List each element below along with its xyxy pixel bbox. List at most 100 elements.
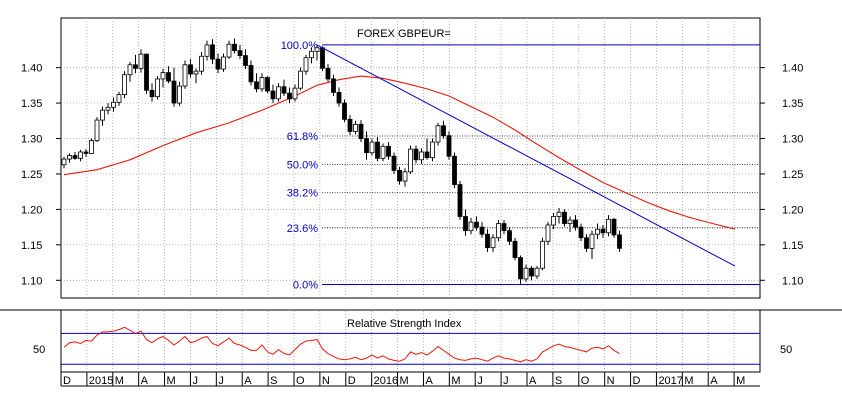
- candle-body: [534, 267, 540, 277]
- candle-body: [496, 223, 501, 239]
- rsi-panel: 50 50: [33, 326, 792, 365]
- candle-body: [116, 94, 122, 103]
- y-tick-label-right: 1.20: [782, 204, 803, 216]
- candle-body: [94, 119, 100, 142]
- y-tick-label-left: 1.30: [21, 134, 42, 146]
- x-tick-label: D: [348, 375, 356, 387]
- candle-body: [441, 125, 446, 137]
- candle-body: [61, 158, 67, 166]
- candle-body: [584, 237, 589, 249]
- candle-body: [259, 77, 265, 90]
- candle-body: [380, 145, 386, 159]
- candle-body: [573, 219, 578, 228]
- candle-body: [507, 230, 512, 242]
- candle-body: [149, 89, 155, 98]
- candle-body: [72, 155, 78, 159]
- candle-body: [606, 218, 611, 234]
- candle-body: [254, 81, 259, 90]
- moving-average-line: [63, 75, 736, 230]
- y-tick-label-right: 1.25: [782, 169, 803, 181]
- rsi-tick-label-right: 50: [780, 344, 792, 356]
- candle-body: [215, 58, 221, 70]
- candle-body: [529, 267, 534, 277]
- x-tick-label: J: [218, 375, 224, 387]
- candle-body: [309, 50, 314, 59]
- x-tick-label: S: [270, 375, 277, 387]
- candle-body: [248, 65, 254, 83]
- candle-body: [144, 53, 149, 91]
- x-tick-label: O: [296, 375, 305, 387]
- chart-frame: [0, 17, 842, 373]
- chart-title: FOREX GBPEUR=: [357, 28, 451, 40]
- x-tick-label: J: [192, 375, 198, 387]
- candle-body: [413, 148, 419, 161]
- candle-body: [111, 101, 116, 108]
- candle-body: [402, 171, 408, 182]
- rsi-line: [63, 326, 620, 363]
- candle-body: [221, 56, 226, 70]
- candle-body: [397, 170, 402, 182]
- y-tick-label-right: 1.40: [782, 63, 803, 75]
- fib-level-label: 100.0%: [281, 40, 319, 52]
- candle-body: [518, 257, 523, 280]
- candle-body: [270, 90, 276, 100]
- candle-body: [199, 55, 204, 72]
- x-tick-label: M: [684, 375, 693, 387]
- candle-body: [83, 151, 89, 154]
- candle-body: [67, 155, 72, 160]
- trendline-group: [316, 44, 736, 267]
- candle-body: [78, 151, 83, 159]
- candle-body: [485, 233, 490, 249]
- candle-body: [232, 43, 237, 52]
- x-tick-label: N: [322, 375, 330, 387]
- candle-body: [408, 148, 413, 173]
- candle-body: [138, 53, 144, 69]
- candle-body: [490, 237, 496, 249]
- candle-body: [452, 155, 457, 185]
- candle-body: [342, 102, 347, 120]
- candle-body: [551, 216, 556, 226]
- candle-body: [556, 211, 562, 217]
- candle-body: [177, 85, 182, 104]
- axis-labels: D 2015 M A M J J A S O N D 2016 M A M J J A S O N D 2017 M A M1.10…: [21, 63, 803, 387]
- x-tick-label: J: [477, 375, 483, 387]
- x-tick-label: S: [555, 375, 562, 387]
- x-tick-label: A: [425, 375, 433, 387]
- candle-body: [446, 135, 452, 157]
- x-tick-label: D: [633, 375, 641, 387]
- candle-body: [424, 151, 430, 159]
- y-tick-label-right: 1.30: [782, 134, 803, 146]
- rsi-tick-label-left: 50: [33, 344, 45, 356]
- candle-body: [100, 109, 105, 121]
- candle-body: [182, 64, 188, 87]
- candle-body: [193, 70, 199, 75]
- candle-body: [105, 106, 111, 111]
- candle-body: [567, 219, 573, 224]
- candle-body: [474, 221, 479, 228]
- candle-body: [353, 123, 358, 132]
- candle-body: [303, 57, 309, 72]
- y-tick-label-left: 1.20: [21, 204, 42, 216]
- x-tick-label: 2015: [89, 375, 113, 387]
- fib-level-label: 0.0%: [293, 280, 318, 292]
- x-tick-label: J: [503, 375, 509, 387]
- fib-level-label: 23.6%: [287, 223, 318, 235]
- candle-body: [589, 233, 595, 249]
- candlestick-series: [61, 38, 622, 284]
- y-tick-label-left: 1.10: [21, 275, 42, 287]
- candle-body: [265, 77, 270, 92]
- y-tick-label-right: 1.35: [782, 98, 803, 110]
- y-tick-label-right: 1.10: [782, 275, 803, 287]
- fib-level-label: 61.8%: [287, 131, 318, 143]
- candle-body: [540, 240, 545, 269]
- candle-body: [419, 151, 424, 161]
- candle-body: [155, 78, 160, 98]
- candle-body: [243, 55, 248, 66]
- candle-body: [545, 224, 551, 242]
- candle-body: [617, 234, 622, 249]
- x-tick-label: 2016: [374, 375, 398, 387]
- grid-lines: [61, 18, 760, 372]
- candle-body: [562, 211, 567, 224]
- candle-body: [292, 87, 298, 100]
